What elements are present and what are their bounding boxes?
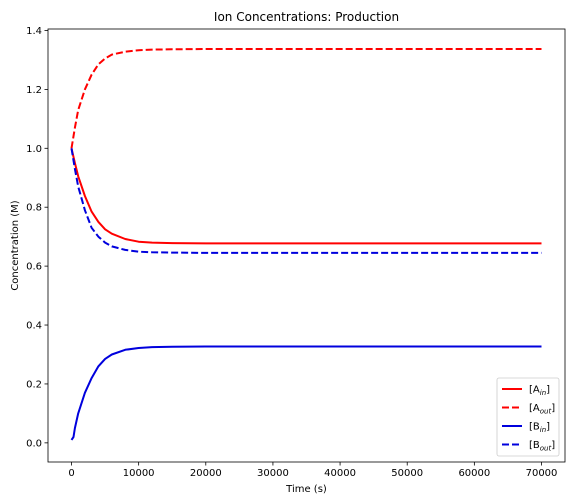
- x-tick-label: 20000: [190, 468, 222, 479]
- x-tick-label: 30000: [257, 468, 289, 479]
- series-line: [70, 345, 542, 441]
- y-tick-label: 0.2: [26, 379, 42, 390]
- y-tick-label: 0.6: [26, 262, 42, 273]
- y-tick-label: 0.8: [26, 203, 42, 214]
- x-tick-label: 70000: [526, 468, 558, 479]
- series-line: [70, 148, 542, 245]
- y-axis-label: Concentration (M): [10, 200, 21, 290]
- x-axis-label: Time (s): [285, 484, 327, 495]
- series-line: [70, 48, 542, 149]
- legend: [Ain] [Aout] [Bin] [Bout]: [496, 377, 560, 457]
- legend-box: [496, 377, 560, 457]
- x-tick-label: 50000: [391, 468, 423, 479]
- legend-label: [Aout]: [529, 403, 555, 416]
- x-axis: 0 10000 20000 30000 40000 50000 60000 70000: [68, 462, 557, 479]
- plot-area: [47, 28, 566, 463]
- y-tick-label: 1.4: [26, 26, 42, 37]
- y-tick-label: 1.2: [26, 85, 42, 96]
- legend-label: [Bout]: [529, 440, 555, 453]
- legend-label: [Bin]: [529, 422, 550, 435]
- x-tick-label: 60000: [458, 468, 490, 479]
- x-tick-label: 10000: [123, 468, 155, 479]
- series-line: [70, 148, 542, 254]
- y-tick-label: 0.4: [26, 321, 42, 332]
- chart-title: Ion Concentrations: Production: [214, 10, 399, 24]
- y-tick-label: 1.0: [26, 144, 42, 155]
- legend-label: [Ain]: [529, 385, 550, 398]
- y-axis: 0.0 0.2 0.4 0.6 0.8 1.0 1.2 1.4: [26, 26, 48, 449]
- y-tick-label: 0.0: [26, 438, 42, 449]
- x-tick-label: 40000: [324, 468, 356, 479]
- x-tick-label: 0: [68, 468, 74, 479]
- plot-frame: [47, 28, 566, 463]
- series-layer: [70, 48, 542, 441]
